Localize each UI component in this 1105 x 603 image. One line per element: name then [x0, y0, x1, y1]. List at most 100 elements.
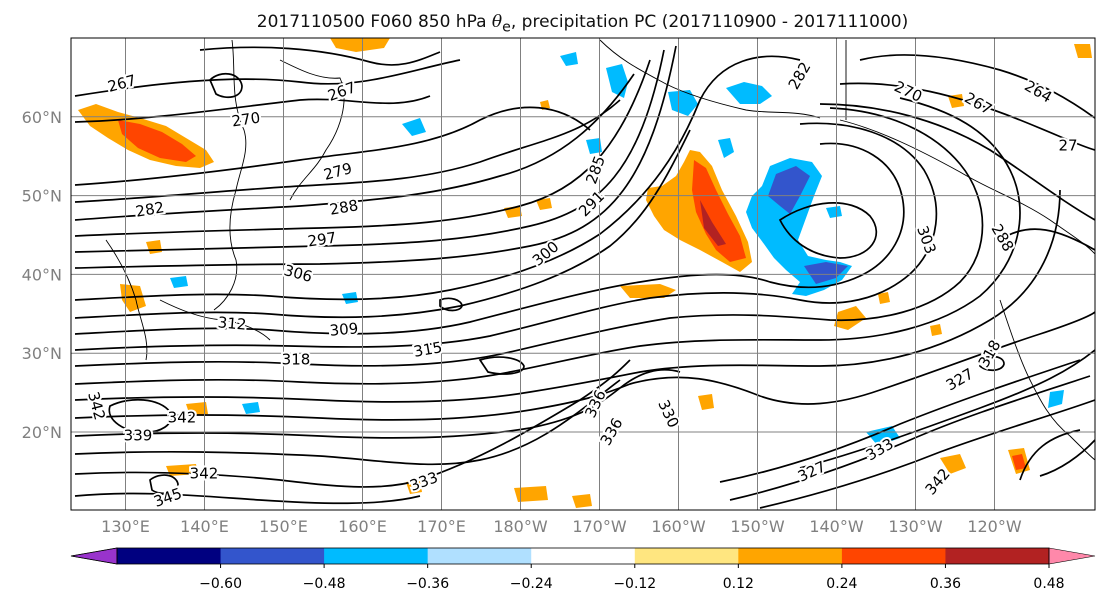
contour-line — [439, 297, 463, 312]
colorbar-swatch — [324, 548, 429, 564]
contour-line — [199, 46, 441, 66]
precip-patch — [1012, 454, 1026, 470]
colorbar-tick-label: −0.24 — [510, 576, 553, 592]
colorbar-tick-label: 0.48 — [1033, 576, 1064, 592]
contour-line — [74, 379, 621, 466]
longitude-label: 130°E — [101, 517, 150, 536]
contour-line — [74, 99, 621, 203]
latitude-gridlines — [71, 116, 1095, 433]
contour-line — [478, 356, 525, 375]
contour-line — [74, 492, 421, 505]
colorbar-swatch — [634, 548, 739, 564]
longitude-label: 120°W — [967, 517, 1022, 536]
title-theta: θ — [491, 12, 503, 32]
contour-line — [74, 106, 591, 186]
contour-line — [74, 73, 635, 221]
colorbar-labels: −0.60 −0.48 −0.36 −0.24 −0.12 0.12 0.24 0.36 0.4… — [199, 576, 1064, 592]
precip-patch — [878, 292, 890, 304]
longitude-label: 140°W — [809, 517, 864, 536]
contour-line — [74, 368, 681, 439]
longitude-labels: 130°E 140°E 150°E 160°E 170°E 180°W 170°W 160°W… — [101, 517, 1022, 536]
colorbar-swatch — [945, 548, 1050, 564]
contour-label: 342 — [190, 465, 219, 483]
precip-patch — [826, 206, 842, 218]
contour-line — [74, 107, 984, 367]
longitude-label: 140°E — [180, 517, 229, 536]
precip-patch — [118, 120, 196, 162]
colorbar-ticks — [220, 564, 1050, 568]
precip-patch — [170, 276, 188, 288]
contour-line — [74, 45, 677, 269]
contour-line — [108, 398, 173, 434]
longitude-label: 160°W — [651, 517, 706, 536]
colorbar-tick-label: −0.36 — [406, 576, 449, 592]
colorbar-swatch — [531, 548, 636, 564]
precip-patch — [406, 480, 422, 494]
contour-label: 339 — [124, 427, 153, 445]
coastline-asia — [213, 39, 247, 311]
precip-patch — [700, 200, 726, 246]
colorbar-tick-label: 0.12 — [723, 576, 754, 592]
longitude-label: 170°W — [572, 517, 627, 536]
latitude-label: 20°N — [22, 423, 62, 442]
colorbar-tick-label: 0.36 — [930, 576, 961, 592]
precip-patch — [866, 426, 900, 446]
title-suffix: , precipitation PC (2017110900 - 2017111… — [510, 12, 909, 32]
contour-label: 342 — [168, 409, 197, 427]
coastlines — [105, 39, 1095, 461]
contour-line — [74, 59, 651, 237]
map-panel: 267 2672702642672702728227928828529128229… — [70, 37, 1096, 511]
title-prefix: 2017110500 F060 850 hPa — [256, 12, 492, 32]
contour-line — [74, 142, 905, 335]
colorbar: −0.60 −0.48 −0.36 −0.24 −0.12 0.12 0.24 0.36 0.4… — [70, 547, 1096, 592]
contour-line — [74, 129, 691, 319]
title-subscript: e — [502, 19, 511, 36]
precip-patch — [692, 160, 746, 262]
coastline-alaska — [599, 39, 821, 119]
contour-label: 27 — [1058, 137, 1077, 155]
precip-patch — [514, 486, 548, 502]
contour-label: 309 — [329, 319, 359, 339]
precip-patch — [718, 138, 734, 158]
contour-line — [979, 355, 1005, 372]
precip-patch — [586, 138, 602, 154]
latitude-label: 60°N — [22, 108, 62, 127]
contour-line — [799, 349, 1095, 469]
precip-patch — [726, 82, 772, 104]
precip-shading — [78, 38, 1092, 508]
precip-patch — [572, 494, 592, 508]
longitude-label: 160°E — [338, 517, 387, 536]
contour-line — [74, 49, 665, 253]
colorbar-swatch — [427, 548, 532, 564]
contour-line — [74, 311, 1095, 421]
precip-patch — [1074, 44, 1092, 58]
contour-line — [819, 103, 1095, 221]
contour-line — [778, 202, 878, 259]
contour-line — [74, 59, 461, 97]
precip-patch — [834, 306, 866, 330]
colorbar-swatch — [220, 548, 325, 564]
latitude-label: 50°N — [22, 187, 62, 206]
coastline-korea — [105, 239, 148, 361]
contour-line — [74, 359, 631, 488]
contour-line — [839, 82, 1095, 151]
longitude-label: 150°W — [730, 517, 785, 536]
precip-patch — [120, 284, 146, 312]
colorbar-extend-high — [1048, 547, 1096, 565]
colorbar-extend-low — [70, 547, 118, 565]
precip-patch — [536, 198, 552, 210]
colorbar-swatches — [70, 547, 1096, 565]
longitude-label: 170°E — [417, 517, 466, 536]
contour-line — [1039, 439, 1095, 477]
precip-patch — [940, 454, 966, 474]
colorbar-tick-label: −0.48 — [303, 576, 346, 592]
contour-line — [74, 189, 1061, 403]
precip-patch — [668, 90, 698, 116]
contour-line — [859, 54, 1095, 119]
precip-patch — [560, 52, 578, 66]
precip-patch — [698, 394, 714, 410]
coastline-bc — [839, 119, 1095, 255]
longitude-label: 130°W — [888, 517, 943, 536]
contour-label: 312 — [217, 313, 247, 333]
